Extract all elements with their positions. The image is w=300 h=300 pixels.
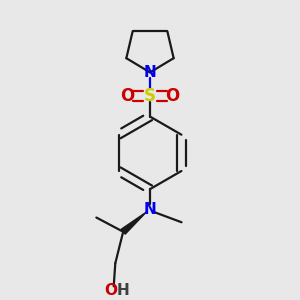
- Text: N: N: [144, 202, 156, 217]
- Text: O: O: [166, 87, 180, 105]
- Text: H: H: [116, 283, 129, 298]
- Text: S: S: [144, 87, 156, 105]
- Text: N: N: [144, 65, 156, 80]
- Text: O: O: [120, 87, 134, 105]
- Polygon shape: [121, 212, 146, 234]
- Text: O: O: [104, 283, 117, 298]
